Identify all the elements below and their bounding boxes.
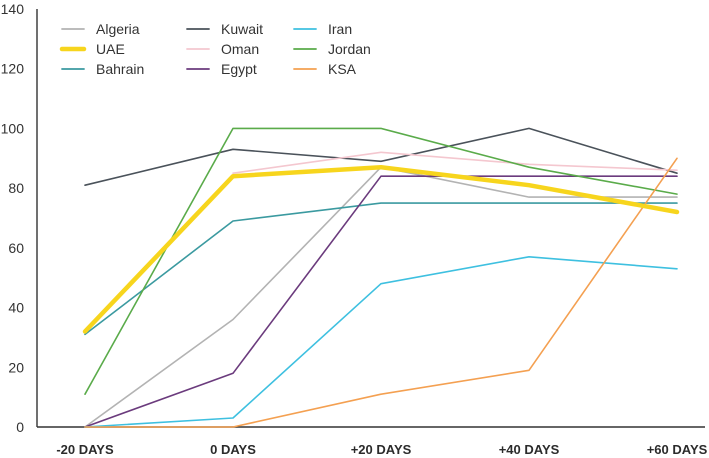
legend-label: Algeria (96, 21, 140, 37)
x-tick-label: +60 DAYS (647, 442, 708, 457)
series-lines (82, 127, 680, 428)
series-line-egypt (84, 175, 678, 428)
legend-label: Egypt (221, 61, 257, 77)
y-axis-ticks: 0 20 40 60 80 100 120 140 (1, 1, 25, 435)
legend-item-algeria: Algeria (61, 21, 140, 37)
series-line-algeria (84, 166, 678, 428)
y-tick-label: 80 (8, 180, 24, 196)
series-line-oman (232, 151, 678, 174)
legend-item-jordan: Jordan (293, 41, 371, 57)
legend-item-oman: Oman (186, 41, 259, 57)
series-line-jordan (84, 127, 678, 396)
y-tick-label: 0 (16, 419, 24, 435)
x-tick-label: -20 DAYS (56, 442, 114, 457)
y-tick-label: 20 (8, 359, 24, 375)
legend-label: UAE (96, 41, 125, 57)
y-tick-label: 140 (1, 1, 25, 17)
x-tick-label: 0 DAYS (210, 442, 256, 457)
y-tick-label: 120 (1, 61, 25, 77)
series-line-bahrain (84, 202, 678, 336)
x-tick-label: +40 DAYS (499, 442, 560, 457)
y-tick-label: 40 (8, 300, 24, 316)
legend-item-bahrain: Bahrain (61, 61, 144, 77)
x-tick-label: +20 DAYS (351, 442, 412, 457)
legend-label: Oman (221, 41, 259, 57)
legend-item-egypt: Egypt (186, 61, 257, 77)
legend: Algeria UAE Bahrain Kuwait Oman Egypt Iran Jord… (59, 21, 371, 77)
legend-item-kuwait: Kuwait (186, 21, 263, 37)
y-tick-label: 100 (1, 120, 25, 136)
legend-item-ksa: KSA (293, 61, 357, 77)
series-line-iran (84, 255, 678, 428)
y-tick-label: 60 (8, 240, 24, 256)
series-line-ksa (84, 157, 678, 428)
legend-label: Kuwait (221, 21, 263, 37)
legend-label: Jordan (328, 41, 371, 57)
series-line-kuwait (84, 127, 678, 186)
legend-item-uae: UAE (59, 41, 125, 57)
legend-label: Bahrain (96, 61, 144, 77)
legend-item-iran: Iran (293, 21, 352, 37)
x-axis-ticks: -20 DAYS 0 DAYS +20 DAYS +40 DAYS +60 DAYS (56, 442, 707, 457)
legend-label: KSA (328, 61, 357, 77)
legend-label: Iran (328, 21, 352, 37)
series-line-uae (82, 164, 680, 334)
